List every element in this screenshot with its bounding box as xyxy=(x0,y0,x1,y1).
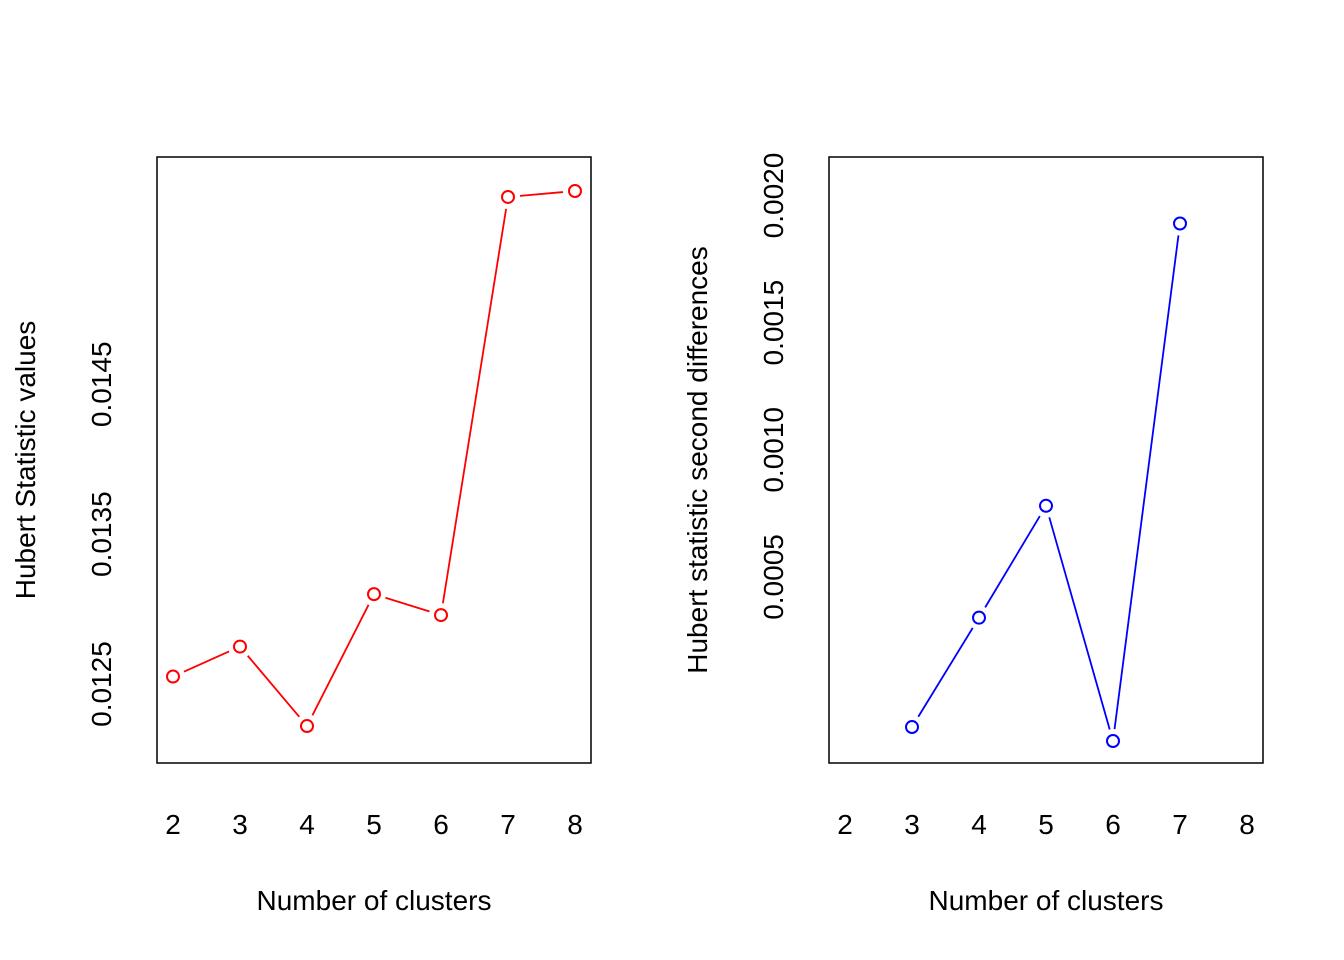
x-tick-label: 5 xyxy=(1038,809,1054,840)
y-tick-label: 0.0020 xyxy=(758,153,789,239)
series-line-segment xyxy=(385,596,430,613)
y-axis-label: Hubert statistic second differences xyxy=(682,246,713,673)
y-tick-label: 0.0005 xyxy=(758,534,789,620)
data-point xyxy=(1039,498,1053,513)
series-line-segment xyxy=(984,515,1041,608)
y-tick-label: 0.0145 xyxy=(86,341,117,427)
data-point xyxy=(905,720,919,735)
y-tick-label: 0.0135 xyxy=(86,491,117,577)
data-point xyxy=(1106,734,1120,748)
data-point xyxy=(501,189,515,204)
series-line-segment xyxy=(183,650,230,673)
data-point xyxy=(568,183,582,198)
x-axis-label: Number of clusters xyxy=(257,885,492,916)
x-tick-label: 8 xyxy=(1239,809,1255,840)
data-point xyxy=(300,719,314,734)
plot-frame xyxy=(156,156,592,764)
series-line-segment xyxy=(442,208,507,604)
hubert-statistic-values-panel: 2 3 4 5 6 7 8 0.0125 0.0135 0.0145 Number of clust… xyxy=(10,156,592,916)
y-tick-label: 0.0125 xyxy=(86,641,117,727)
series-line-segment xyxy=(1048,517,1111,730)
y-axis-label: Hubert Statistic values xyxy=(10,321,41,600)
hubert-second-differences-panel: 2 3 4 5 6 7 8 0.0005 0.0010 0.0015 0.0020 Number of… xyxy=(682,153,1264,916)
y-tick-label: 0.0015 xyxy=(758,280,789,366)
x-tick-label: 3 xyxy=(904,809,920,840)
series-line-segment xyxy=(1113,235,1180,730)
x-tick-label: 6 xyxy=(1105,809,1121,840)
data-point xyxy=(1173,216,1187,231)
series-line-segment xyxy=(311,604,370,716)
y-tick-label: 0.0010 xyxy=(758,407,789,493)
x-tick-label: 2 xyxy=(837,809,853,840)
data-point xyxy=(166,669,180,684)
x-tick-label: 7 xyxy=(500,809,516,840)
x-tick-label: 6 xyxy=(433,809,449,840)
x-tick-label: 4 xyxy=(971,809,987,840)
x-tick-label: 8 xyxy=(567,809,583,840)
series-line-segment xyxy=(917,627,974,718)
plot-frame xyxy=(828,156,1264,764)
x-tick-label: 3 xyxy=(232,809,248,840)
x-tick-label: 2 xyxy=(165,809,181,840)
x-tick-label: 4 xyxy=(299,809,315,840)
x-axis-label: Number of clusters xyxy=(929,885,1164,916)
data-point xyxy=(233,639,247,654)
series-line-segment xyxy=(247,655,300,718)
x-tick-label: 7 xyxy=(1172,809,1188,840)
data-point xyxy=(434,608,448,623)
data-point xyxy=(972,610,986,625)
data-point xyxy=(367,587,381,602)
x-tick-label: 5 xyxy=(366,809,382,840)
series-line-segment xyxy=(519,191,564,197)
